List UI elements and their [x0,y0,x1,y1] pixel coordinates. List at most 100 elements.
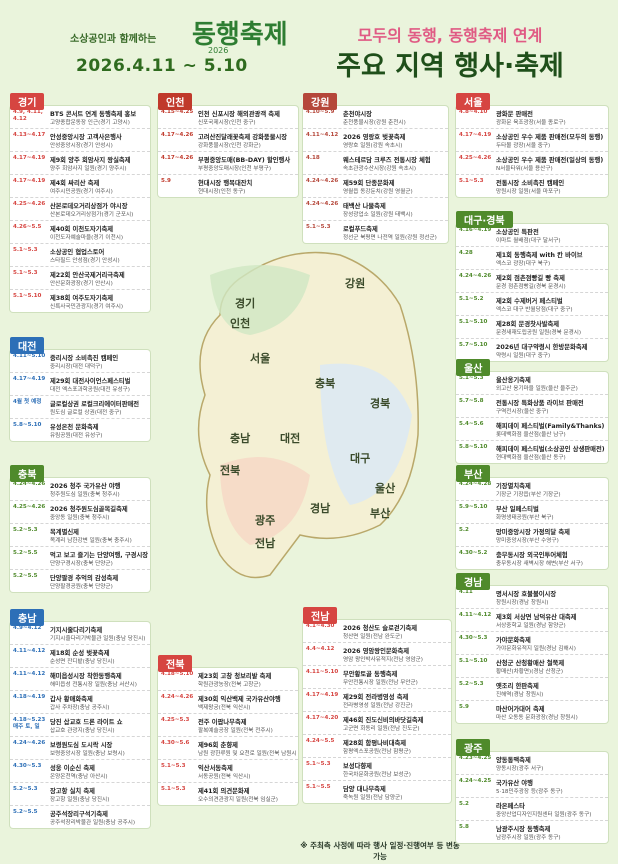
event-row: 4.9, 4.11, 4.12 BTS 콘서트 연계 동행축제 홍보 고양종합운동장… [10,106,150,129]
event-row: 5.1~5.3 제22회 안산국제거리극축제 안산문화광장(경기 안산시) [10,267,150,290]
event-place: 서동공원(전북 익산시) [198,774,251,780]
event-date: 4.24~4.25 [459,778,492,784]
event-place: 광화문 육조광장(서울 종로구) [496,120,566,126]
event-date: 4.11~4.12 [13,671,46,677]
event-place: 대전 엑스포과학공원(대전 유성구) [50,387,130,393]
event-row: 4.24~5.5 제28회 함평나비대축제 함평엑스포공원(전남 함평군) [303,735,451,758]
event-date: 5.2~5.3 [13,527,38,533]
event-place: 고군면 회동리 일원(전남 진도군) [343,726,420,732]
map-label: 대구 [350,452,371,465]
event-place: 죽녹원 일원(전남 담양군) [343,795,403,801]
event-date: 5.2~5.5 [13,550,38,556]
event-date: 4.18 [306,155,320,161]
event-place: 두타몰 광장(서울 중구) [496,143,551,149]
event-row: 4.18 웨스테르담 크루즈 전통시장 체험 속초관광수산시장(강원 속초시) [303,152,448,175]
event-name: 광화문 판매전 [496,111,533,118]
region-name: 전북 [158,655,193,672]
map-area [320,363,412,505]
event-date: 4.25~4.26 [13,201,46,207]
event-name: 해피데이 페스티벌(Family&Thanks) [496,423,605,430]
event-name: 제46회 진도신비의바닷길축제 [343,717,424,724]
event-row: 4.11~4.12 제18회 순성 벚꽃축제 순성면 잔디밭(충남 당진시) [10,645,150,668]
event-row: 4.24~4.26 제30회 익산백제 국가유산야행 백제왕궁(전북 익산시) [158,691,298,714]
event-row: 4.11 명서시장 호불볼이시장 창원시장(경남 창원시) [456,586,608,609]
event-name: 해피데이 페스티벌(소상공인 상생판매전) [496,446,605,453]
event-date: 4.13~4.17 [13,132,46,138]
event-date: 4.24~4.26 [459,273,492,279]
event-place: 이천도자예술마을(경기 이천시) [50,235,124,241]
event-place: 문경 점촌점빵길(경북 문경시) [496,284,566,290]
event-date: 4.17~4.19 [459,132,492,138]
event-name: 중리시장 소비촉진 캠페인 [50,355,119,362]
region-box: 서울 4.8~4.10 광화문 판매전 광화문 육조광장(서울 종로구) 4.17~4.… [456,93,608,197]
event-date: 4.11~4.12 [13,648,46,654]
region-box: 충남 4.9~4.12 기지시줄다리기축제 기지시줄다리기박물관 일원(충남 당진시)… [10,609,150,828]
event-name: 충무동시장 외국인투어체험 [496,552,568,559]
event-name: 제96회 춘향제 [198,742,238,749]
event-name: 산본로데오거리상점가 야시장 [50,203,128,210]
logo-tagline: 소상공인과 함께하는 [70,34,157,45]
region-name: 경남 [456,573,491,590]
event-name: 양동통맥축제 [496,757,531,764]
event-name: 제38회 여주도자기축제 [50,295,114,302]
event-date: 5.2~5.3 [459,681,484,687]
event-row: 5.7~5.10 2026년 대구약령시 한방문화축제 약령시 일원(대구 중구) [456,339,608,361]
event-place: 해미읍성 전통시장 일원(충남 서산시) [50,682,137,688]
event-place: 온양온천역(충남 아산시) [50,774,108,780]
region-box: 경남 4.11 명서시장 호불볼이시장 창원시장(경남 창원시) 4.11~4.12 제3… [456,573,608,723]
event-date: 4.30~5.3 [13,763,42,769]
event-place: 엑스코 대구 반월당점(대구 중구) [496,307,573,313]
event-name: 제28회 함평나비대축제 [343,740,407,747]
event-row: 4.28 제1회 동행축제 with 칸 바이브 엑스코 광장(대구 북구) [456,247,608,270]
event-name: 제29회 대전사이언스페스티벌 [50,378,131,385]
map-label: 광주 [255,514,276,527]
event-row: 4.18~5.23 매주 토, 일 당진 삽교호 드론 라이트 쇼 삽교호 관광지(… [10,714,150,737]
event-place: 중앙동 일원(충북 청주시) [50,515,110,521]
event-row: 4.24~4.26 보령원도심 도시락 시장 보령중앙시장 일원(충남 보령시) [10,737,150,760]
event-date: 5.1~5.3 [13,247,38,253]
event-date: 5.1~5.3 [161,763,186,769]
event-name: 제23회 고창 청보리밭 축제 [198,673,272,680]
event-place: 망원시장 일원(서울 마포구) [496,189,561,195]
event-row: 4.9~4.12 기지시줄다리기축제 기지시줄다리기박물관 일원(충남 당진시) [10,622,150,645]
event-name: 무안황토골 동행축제 [343,671,398,678]
event-place: 이마트 월배점(대구 달서구) [496,238,561,244]
event-date: 4.17~4.19 [306,692,339,698]
region-box: 전남 4.1~4.30 2026 청산도 슬로걷기축제 청산면 일원(전남 완도군) 4… [303,607,451,803]
event-name: 제1회 동행축제 with 칸 바이브 [496,252,583,259]
event-date: 5.9 [459,704,469,710]
event-row: 5.8~5.10 유성온천 문화축제 유림공원(대전 유성구) [10,419,150,441]
event-place: 보령중앙시장 일원(충남 보령시) [50,751,125,757]
event-row: 4.30~5.3 성웅 이순신 축제 온양온천역(충남 아산시) [10,760,150,783]
event-date: 4.11 [459,589,473,595]
event-date: 4.11~4.12 [306,132,339,138]
event-date: 5.1~5.5 [306,784,331,790]
event-row: 5.9~5.10 부산 일페스티벌 화명생태공원(부산 북구) [456,501,608,524]
event-date: 5.9 [161,178,171,184]
event-place: 단양구경시장(충북 단양군) [50,561,113,567]
event-name: 제41회 의견문화제 [198,788,250,795]
event-row: 4.18~5.10 제23회 고창 청보리밭 축제 학원관광농장(전북 고창군) [158,668,298,691]
event-place: 충무동시장 새벽시장 해변(부산 서구) [496,561,583,567]
event-date: 4.8~4.10 [459,109,488,115]
region-box: 경기 4.9, 4.11, 4.12 BTS 콘서트 연계 동행축제 홍보 고양종합운… [10,93,150,312]
event-place: 마산 오동동 문화광장(경남 창원시) [496,715,578,721]
event-place: 전라병영성 일원(전남 강진군) [343,703,413,709]
event-name: 보성다향제 [343,763,372,770]
event-date: 5.1~5.3 [459,178,484,184]
event-date: 4.17~4.20 [306,715,339,721]
event-place: 중리시장(대전 대덕구) [50,364,103,370]
event-place: 구역전시장(울산 중구) [496,409,549,415]
subtitle: 모두의 동행, 동행축제 연계 [357,26,543,45]
event-row: 5.1~5.2 제2회 수제버거 페스티벌 엑스코 대구 반월당점(대구 중구) [456,293,608,316]
event-date: 4.18~5.23 매주 토, 일 [13,717,46,730]
footer-note: ※ 주최측 사정에 따라 행사 일정·진행여부 등 변동 가능 [300,841,460,861]
region-box: 울산 5.1~5.3 울산옹기축제 외고산 옹기마을 일원(울산 울주군) 5.7~5.… [456,359,608,463]
event-row: 4.10~5.9 춘천야시장 춘천풍물시장(강원 춘천시) [303,106,448,129]
event-name: 공주석장리구석기축제 [50,811,108,818]
event-place: 공주석장리박물관 일원(충남 공주시) [50,820,136,826]
event-place: 기장군 기장읍(부산 기장군) [496,492,561,498]
event-place: 영월읍 동강둔치(강원 영월군) [343,189,413,195]
